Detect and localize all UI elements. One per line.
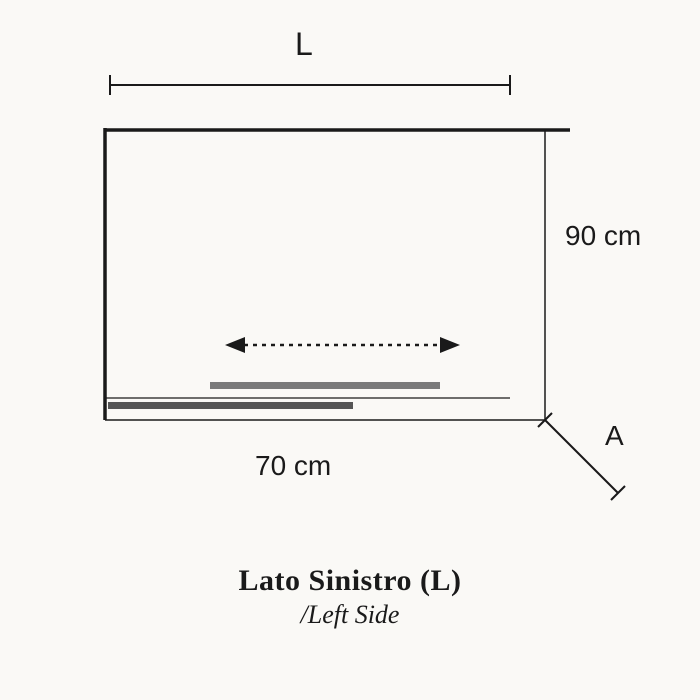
top-dimension-group [110, 75, 510, 95]
diagram-container: L 90 cm A 70 cm Lato Sinistro (L) /Left … [0, 0, 700, 700]
enclosure-outline [105, 128, 570, 420]
sliding-bars [108, 382, 440, 409]
label-top-L: L [295, 26, 313, 63]
caption-subtitle: /Left Side [0, 600, 700, 630]
label-depth-A: A [605, 420, 624, 452]
caption-block: Lato Sinistro (L) /Left Side [0, 564, 700, 630]
slide-arrow [225, 337, 460, 353]
label-height-90: 90 cm [565, 220, 641, 252]
caption-title: Lato Sinistro (L) [0, 564, 700, 598]
label-width-70: 70 cm [255, 450, 331, 482]
